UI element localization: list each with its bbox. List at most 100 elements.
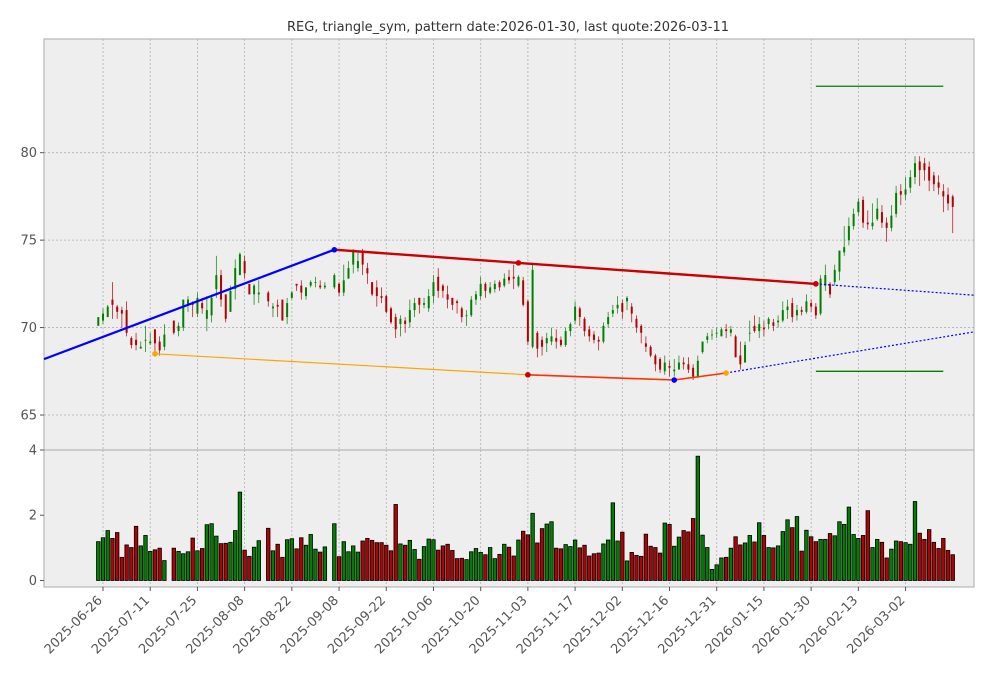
candle-body [186,299,189,305]
candle-body [385,296,388,312]
candle-body [290,292,293,298]
candle-body [172,320,175,333]
volume-bar [761,535,767,581]
volume-bar [119,556,125,581]
candle-body [352,250,355,265]
candle-body [692,367,695,377]
candle-body [286,303,289,318]
pivot-marker-orange [723,370,729,376]
volume-bar [129,547,134,581]
candle-body [116,306,119,312]
candle-body [545,338,548,344]
candle-body [649,346,652,356]
volume-bar [431,539,436,581]
candle-body [460,308,463,318]
candle-body [583,318,586,332]
candle-body [895,192,898,214]
volume-bar [388,550,394,581]
candle-body [677,362,680,370]
candle-body [555,338,558,342]
pivot-marker-red [525,371,531,378]
volume-bar [657,552,663,581]
candle-body [158,341,161,351]
candle-body [739,355,742,365]
volume-bar [648,545,653,581]
volume-bar [832,535,837,581]
candle-body [356,261,359,269]
volume-bar [856,537,861,581]
volume-bar [936,548,941,581]
volume-bar [747,535,752,581]
candle-body [602,325,605,342]
candle-body [508,276,510,281]
candle-body [611,310,614,314]
pivot-marker-blue [331,246,338,253]
volume-bar [426,538,431,581]
volume-bar [421,546,427,581]
candle-body [418,297,421,305]
volume-bar [860,535,866,581]
grid-lines [44,39,974,587]
volume-bar [719,557,724,581]
volume-bar [299,537,304,581]
volume-bar [199,548,205,581]
volume-bar [195,550,200,581]
volume-bar [374,542,379,581]
candle-body [465,315,468,317]
price-tick-label: 80 [20,146,37,161]
volume-bar [931,541,937,581]
candle-body [621,303,624,312]
volume-bar [733,536,738,581]
volume-bar [355,551,361,581]
price-axis: 65 70 75 80 [20,146,44,424]
candle-body [432,282,435,297]
candle-body [947,194,950,204]
volume-bar [709,568,715,581]
candle-body [800,310,803,312]
candle-body [380,296,383,298]
candle-body [706,336,709,340]
candle-body [541,339,544,347]
volume-bar [775,545,781,581]
candle-body [597,339,600,342]
volume-bar [757,522,762,581]
volume-bar [237,491,243,581]
volume-bar [284,539,290,581]
volume-bar [851,534,856,581]
volume-bar [629,552,634,581]
candle-body [918,161,921,171]
candle-body [295,283,298,286]
volume-bar [525,534,531,581]
volume-tick-label: 2 [29,509,37,524]
candle-body [135,339,138,346]
candle-body [829,283,832,295]
volume-bar [516,539,521,581]
candle-body [423,303,426,305]
volume-bar [266,527,271,581]
volume-bar [152,549,158,581]
volume-bar [742,542,748,581]
candle-body [342,280,345,293]
volume-bar [332,523,337,581]
candle-body [777,320,780,323]
volume-bar [912,501,918,581]
candle-body [592,334,595,340]
candle-body [139,346,142,349]
volume-bar [492,558,497,581]
candle-body [654,355,657,365]
candle-body [635,318,638,328]
volume-bar [676,536,682,581]
candle-body [371,282,374,295]
candle-body [772,322,775,326]
candle-body [701,341,704,353]
candle-body [111,299,114,305]
volume-bar [686,531,691,581]
volume-bar [247,555,252,581]
candle-body [163,334,166,347]
candle-body [696,360,699,377]
volume-bar [133,525,139,581]
volume-bar [875,538,880,581]
candle-body [333,275,336,288]
volume-bar [610,502,616,581]
